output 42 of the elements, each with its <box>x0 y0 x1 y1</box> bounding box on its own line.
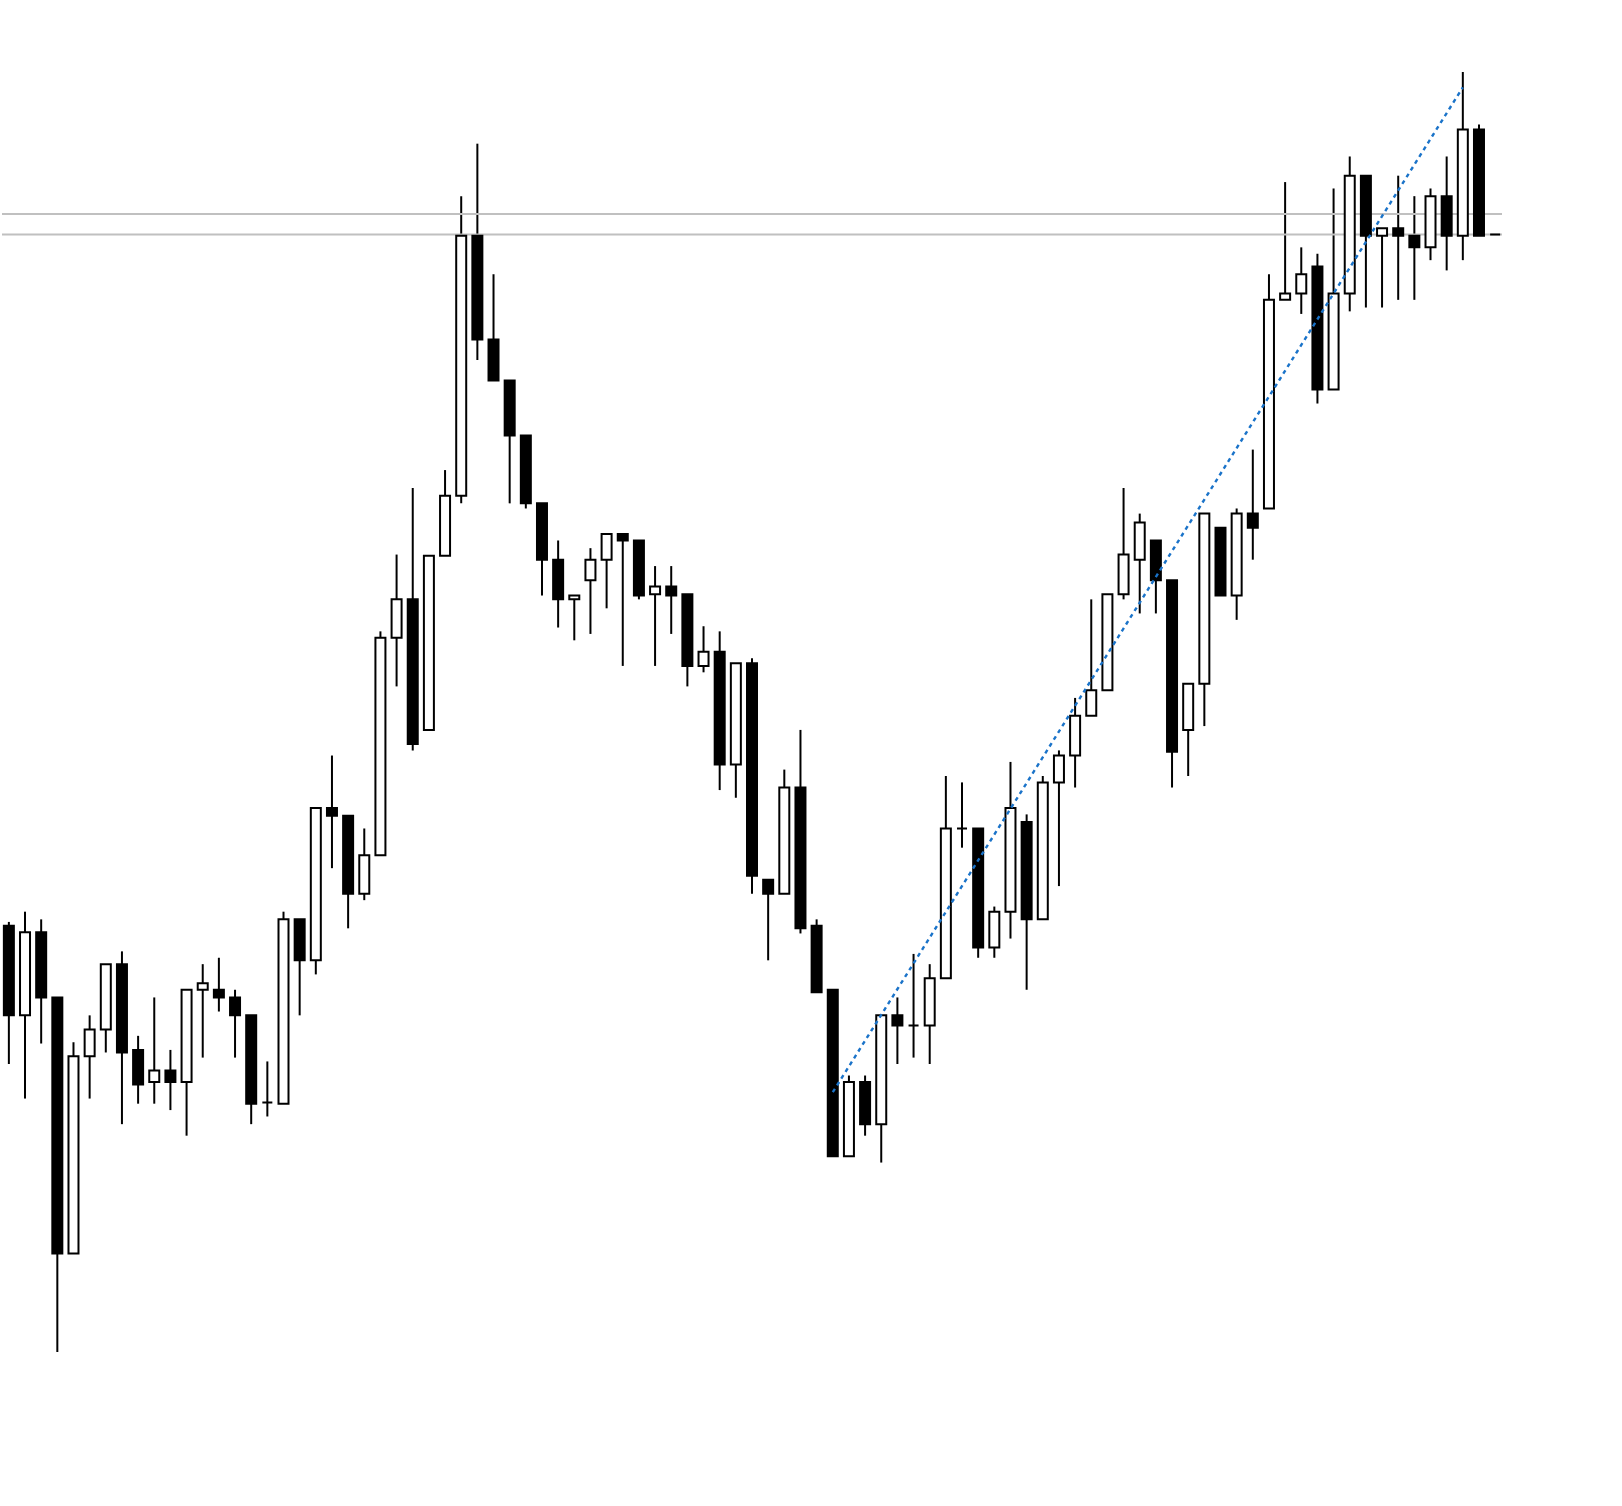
candlestick <box>956 781 969 849</box>
candlestick <box>148 996 161 1105</box>
candlestick <box>907 952 920 1059</box>
candlestick <box>212 956 225 1013</box>
candlestick <box>196 963 209 1059</box>
candlestick <box>164 1048 177 1112</box>
candlestick <box>1085 598 1098 717</box>
candlestick <box>552 539 565 629</box>
candlestick <box>1246 448 1259 561</box>
candlestick <box>261 1060 274 1118</box>
candlestick <box>1295 246 1308 315</box>
candlestick <box>600 533 613 610</box>
candlestick <box>325 754 338 870</box>
candlestick <box>616 533 629 667</box>
candlestick <box>584 547 597 635</box>
candlestick <box>293 918 306 1017</box>
candlestick <box>487 273 500 382</box>
candlestick <box>891 996 904 1065</box>
candlestick <box>762 878 775 962</box>
candlestick <box>859 1074 872 1137</box>
candlestick <box>697 625 710 674</box>
candlestick <box>568 594 581 642</box>
candlestick <box>1117 487 1130 601</box>
candlestick <box>83 1014 96 1100</box>
candlestick <box>665 565 678 635</box>
candlestick <box>132 1034 145 1105</box>
candlestick <box>1376 227 1389 309</box>
candlestick <box>229 988 242 1059</box>
candlestick <box>1392 174 1405 301</box>
candlestick <box>1133 512 1146 615</box>
candlestick <box>1069 696 1082 789</box>
candlestick <box>1052 749 1065 888</box>
candlestick <box>1408 195 1421 301</box>
candlestick <box>988 905 1001 959</box>
candlestick <box>358 827 371 902</box>
candlestick <box>1149 539 1162 615</box>
candlestick <box>1440 155 1453 272</box>
candlestick <box>390 553 403 688</box>
candlestick <box>923 963 936 1065</box>
candlestick <box>1279 181 1292 301</box>
candlestick <box>1182 682 1195 777</box>
candlestick <box>649 565 662 667</box>
